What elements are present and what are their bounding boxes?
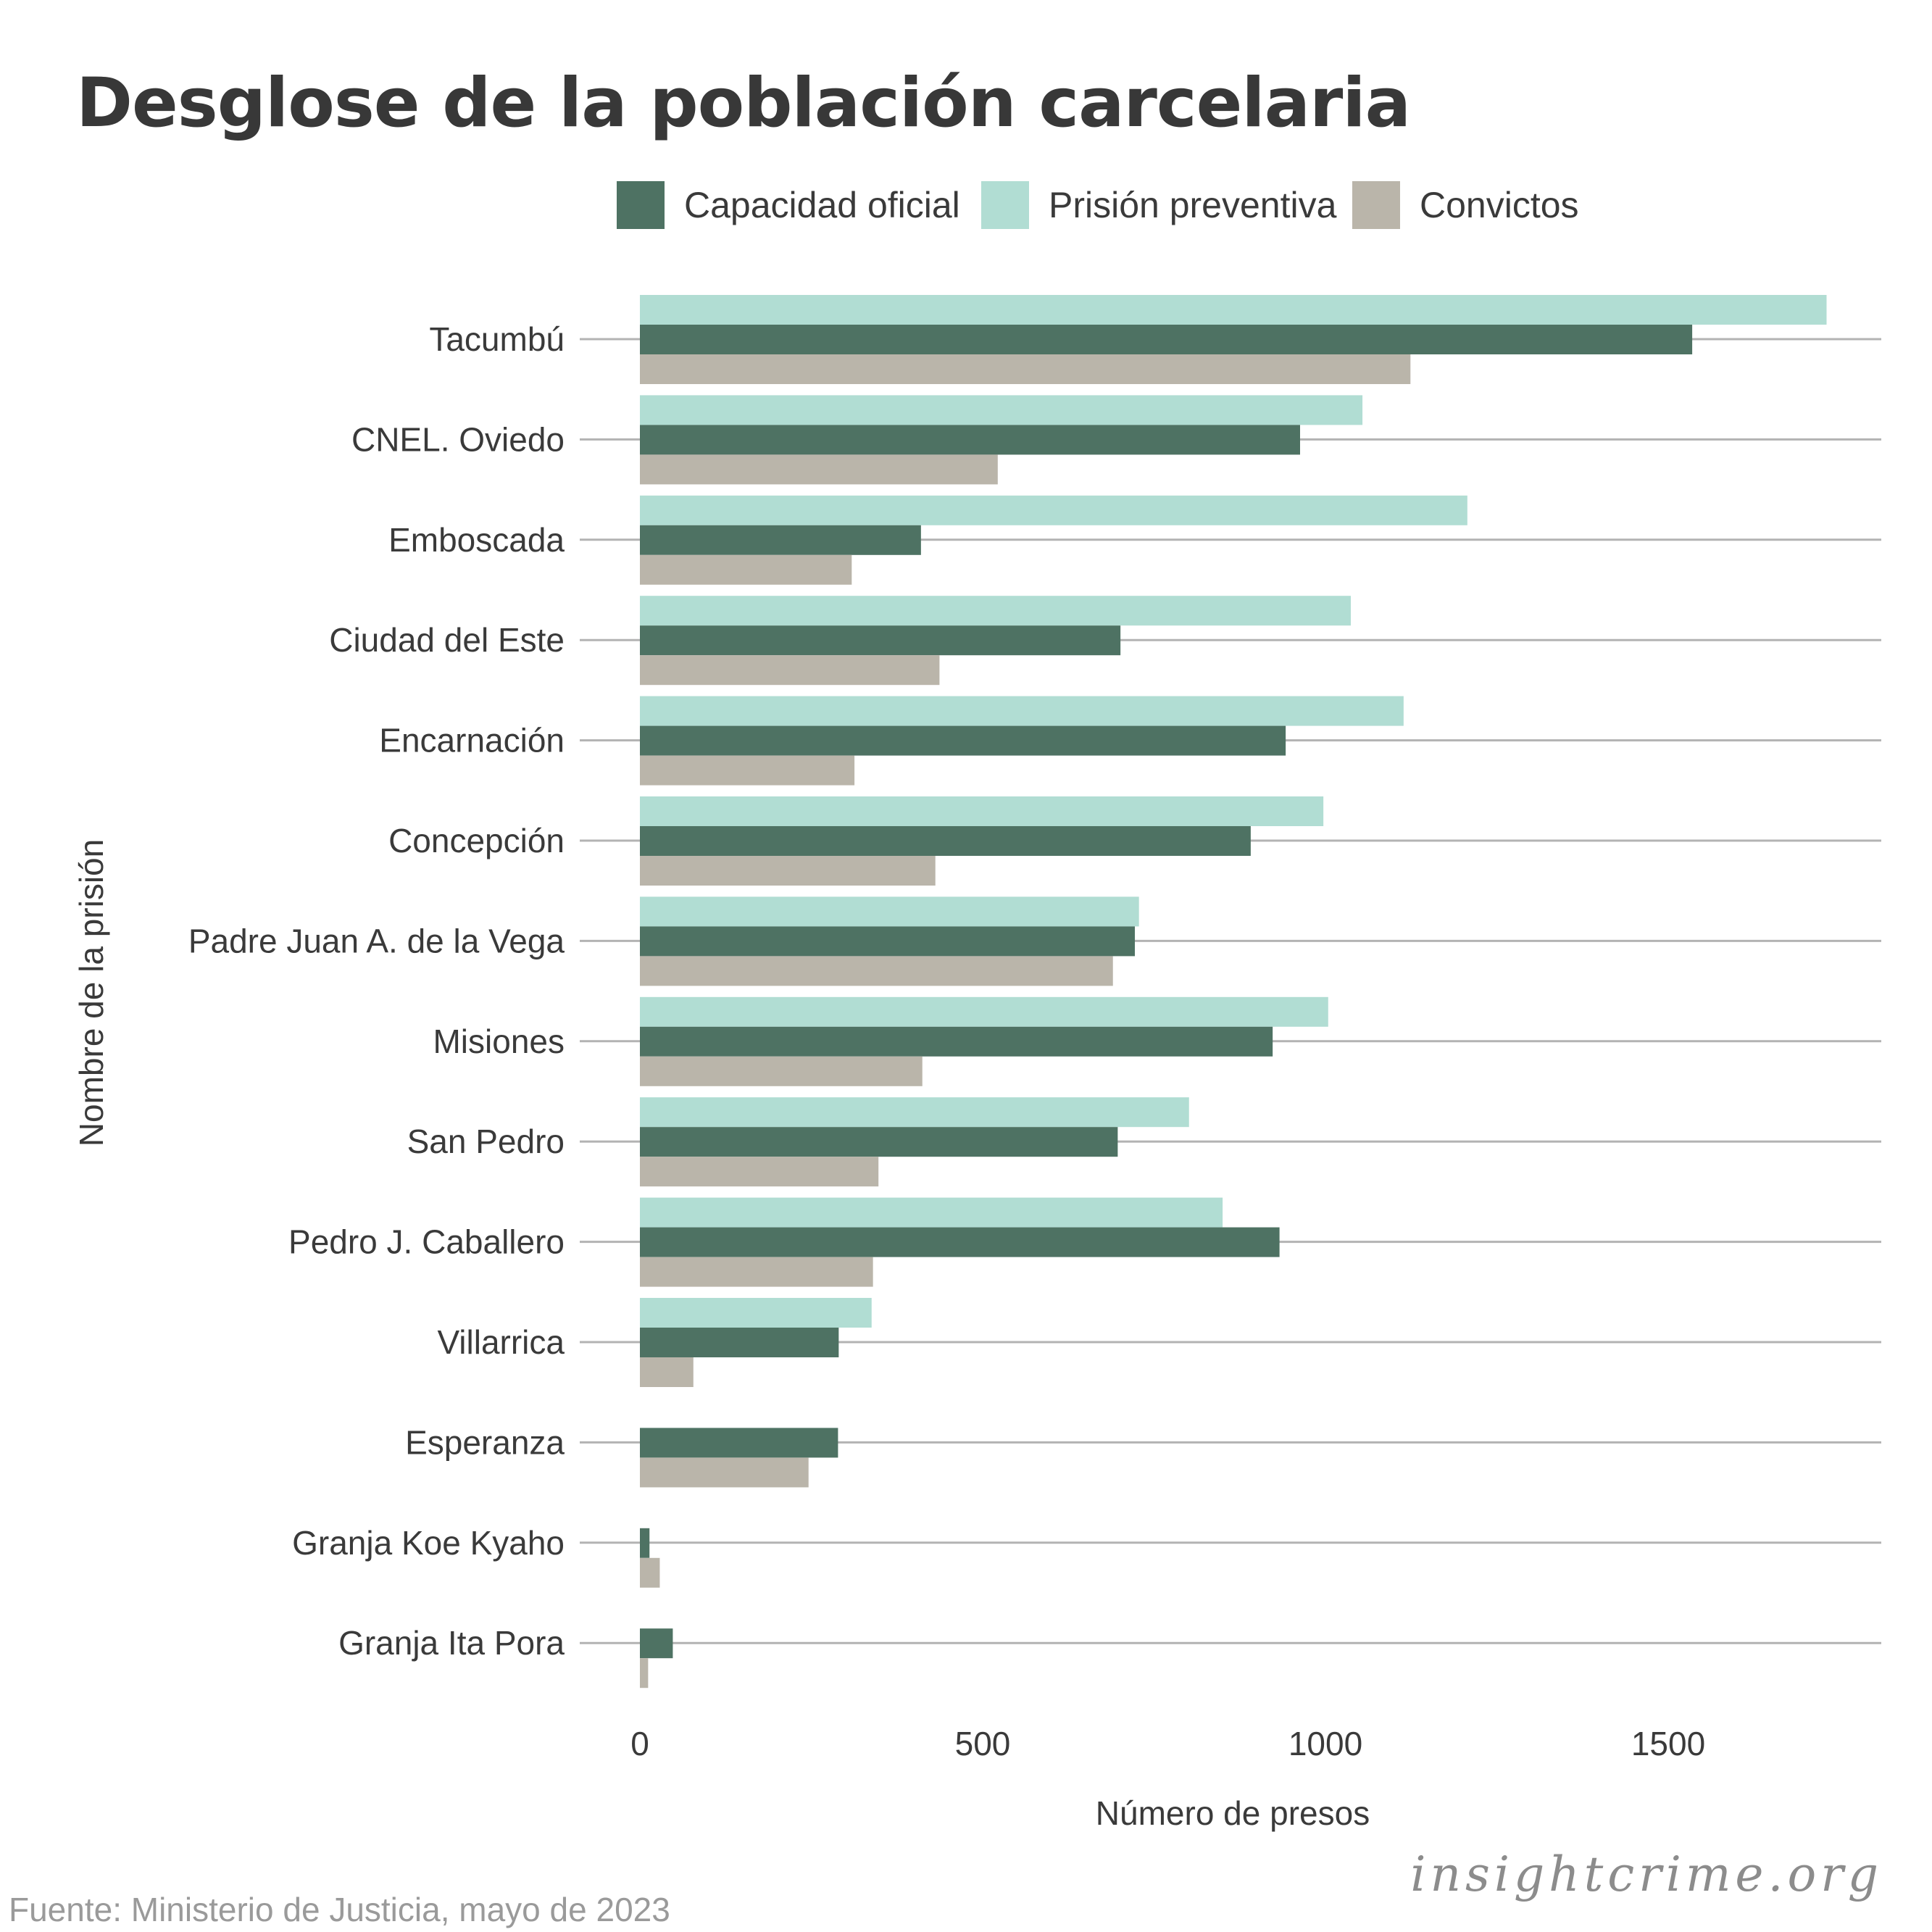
legend-swatch bbox=[981, 181, 1029, 229]
y-tick-label: Tacumbú bbox=[429, 320, 565, 358]
chart-title: Desglose de la población carcelaria bbox=[76, 64, 1411, 143]
bar bbox=[640, 495, 1467, 525]
bars bbox=[640, 295, 1827, 1689]
bar bbox=[640, 1628, 673, 1659]
bar bbox=[640, 1227, 1280, 1257]
bar bbox=[640, 395, 1363, 425]
bar bbox=[640, 1457, 809, 1488]
bar bbox=[640, 625, 1121, 656]
y-tick-label: Ciudad del Este bbox=[329, 621, 565, 659]
bar bbox=[640, 956, 1113, 986]
bar bbox=[640, 755, 855, 786]
legend-swatch bbox=[1352, 181, 1400, 229]
y-axis-title: Nombre de la prisión bbox=[72, 839, 110, 1146]
y-tick-label: Misiones bbox=[433, 1023, 565, 1060]
brand-logo-text: insightcrime.org bbox=[1410, 1846, 1883, 1902]
y-tick-label: Villarrica bbox=[437, 1323, 565, 1361]
x-tick-label: 1000 bbox=[1288, 1725, 1362, 1762]
bar bbox=[640, 725, 1286, 756]
bar bbox=[640, 796, 1324, 826]
bar bbox=[640, 1097, 1189, 1128]
y-tick-label: Esperanza bbox=[405, 1423, 565, 1461]
bar bbox=[640, 926, 1136, 957]
legend-swatch bbox=[617, 181, 665, 229]
x-tick-label: 1500 bbox=[1631, 1725, 1705, 1762]
bar bbox=[640, 696, 1404, 726]
bar bbox=[640, 295, 1827, 325]
bar bbox=[640, 1026, 1273, 1057]
bar bbox=[640, 354, 1411, 384]
y-tick-label: Concepción bbox=[388, 822, 565, 859]
bar bbox=[640, 655, 940, 686]
bar bbox=[640, 1257, 873, 1287]
x-tick-label: 0 bbox=[630, 1725, 649, 1762]
bar bbox=[640, 425, 1300, 455]
y-axis-tick-labels: Tacumbú CNEL. Oviedo Emboscada Ciudad del E… bbox=[188, 320, 565, 1662]
y-tick-label: Encarnación bbox=[379, 722, 565, 759]
y-tick-label: CNEL. Oviedo bbox=[351, 420, 565, 458]
bar bbox=[640, 554, 852, 585]
y-tick-label: Granja Ita Pora bbox=[338, 1624, 565, 1662]
bar bbox=[640, 1357, 694, 1387]
legend-label: Capacidad oficial bbox=[684, 185, 960, 225]
bar bbox=[640, 1557, 660, 1588]
x-tick-label: 500 bbox=[955, 1725, 1011, 1762]
bar bbox=[640, 896, 1139, 927]
source-note: Fuente: Ministerio de Justicia, mayo de … bbox=[9, 1891, 670, 1928]
y-tick-label: Pedro J. Caballero bbox=[288, 1223, 565, 1261]
bar bbox=[640, 525, 921, 555]
y-tick-label: Emboscada bbox=[388, 521, 565, 559]
bar bbox=[640, 1528, 650, 1558]
bar bbox=[640, 1056, 923, 1086]
y-tick-label: Granja Koe Kyaho bbox=[292, 1524, 565, 1562]
bar bbox=[640, 1298, 872, 1328]
bar bbox=[640, 1197, 1223, 1228]
y-tick-label: San Pedro bbox=[407, 1123, 565, 1160]
legend: Capacidad oficial Prisión preventiva Convi… bbox=[617, 181, 1579, 229]
bar bbox=[640, 1127, 1118, 1157]
bar bbox=[640, 1328, 839, 1357]
bar bbox=[640, 454, 998, 485]
bar bbox=[640, 1157, 879, 1187]
x-axis-title: Número de presos bbox=[1096, 1794, 1370, 1832]
bar bbox=[640, 856, 936, 886]
y-tick-label: Padre Juan A. de la Vega bbox=[188, 922, 565, 959]
legend-label: Convictos bbox=[1420, 185, 1579, 225]
bar bbox=[640, 596, 1352, 626]
bar bbox=[640, 325, 1693, 354]
bar bbox=[640, 996, 1328, 1027]
bar bbox=[640, 1658, 649, 1689]
bar bbox=[640, 1428, 838, 1458]
bar bbox=[640, 826, 1251, 856]
x-axis-tick-labels: 0 500 1000 1500 bbox=[630, 1725, 1705, 1762]
legend-label: Prisión preventiva bbox=[1049, 185, 1337, 225]
